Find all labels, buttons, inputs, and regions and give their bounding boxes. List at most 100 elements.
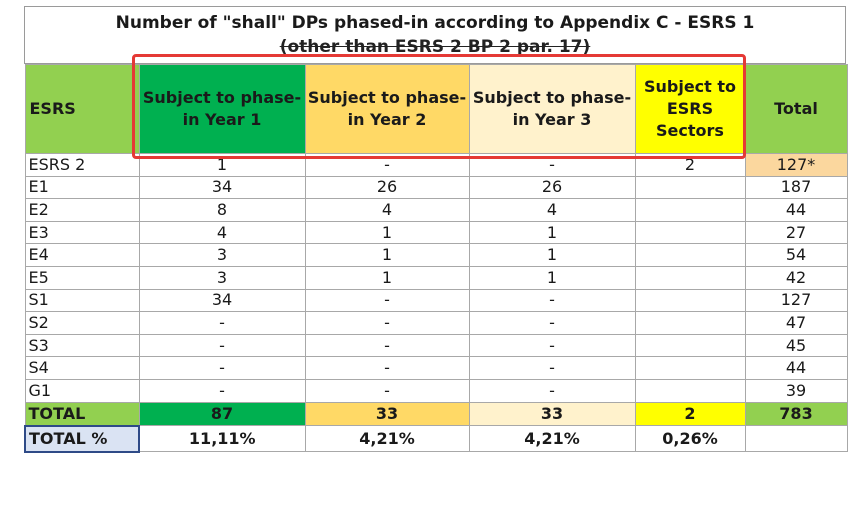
total-row: TOTAL 87 33 33 2 783 — [24, 401, 848, 427]
cell-y2: - — [304, 356, 470, 380]
cell-total: 44 — [744, 356, 848, 380]
total-percent-row-y2: 4,21% — [304, 425, 470, 453]
total-percent-row-y1: 11,11% — [138, 425, 306, 453]
cell-sec — [634, 243, 746, 267]
total-row-y2: 33 — [304, 401, 470, 427]
cell-esrs: E5 — [24, 265, 140, 290]
cell-y1: 1 — [138, 153, 306, 177]
cell-sec — [634, 333, 746, 358]
table-row: S2- - -47 — [24, 311, 848, 335]
cell-y1: 3 — [138, 243, 306, 267]
table-row: S3- - -45 — [24, 333, 848, 358]
total-percent-row-total — [744, 425, 848, 453]
table-row: E3 4 1 1 27 — [24, 220, 848, 245]
cell-y2: 1 — [304, 243, 470, 267]
total-row-total: 783 — [744, 401, 848, 427]
cell-sec — [634, 198, 746, 222]
cell-y3: 1 — [468, 243, 636, 267]
table-body: ESRS 2 1- -2 127* E1 34 26 26 187 E2 8 4 4 44 E3 4 1 1 27 E… — [24, 153, 848, 453]
cell-y2: - — [304, 333, 470, 358]
cell-esrs: ESRS 2 — [24, 153, 140, 177]
table-title: Number of "shall" DPs phased-in accordin… — [24, 6, 846, 64]
table-row: E2 8 4 4 44 — [24, 198, 848, 222]
cell-y2: - — [304, 288, 470, 313]
cell-y3: 1 — [468, 265, 636, 290]
cell-total: 42 — [744, 265, 848, 290]
phase-in-table: ESRS Subject to phase-in Year 1 Subject … — [24, 64, 848, 453]
cell-y2: - — [304, 311, 470, 335]
cell-sec — [634, 311, 746, 335]
cell-sec — [634, 175, 746, 200]
total-row-label: TOTAL — [24, 401, 140, 427]
cell-esrs: E2 — [24, 198, 140, 222]
cell-y2: 1 — [304, 220, 470, 245]
cell-y2: 1 — [304, 265, 470, 290]
cell-y1: - — [138, 333, 306, 358]
total-percent-row-y3: 4,21% — [468, 425, 636, 453]
cell-sec: 2 — [634, 153, 746, 177]
cell-y2: - — [304, 378, 470, 403]
total-row-y1: 87 — [138, 401, 306, 427]
table-row: E4 3 1 1 54 — [24, 243, 848, 267]
cell-total: 27 — [744, 220, 848, 245]
cell-y2: 4 — [304, 198, 470, 222]
cell-total: 187 — [744, 175, 848, 200]
cell-sec — [634, 265, 746, 290]
cell-y1: 3 — [138, 265, 306, 290]
cell-y3: - — [468, 356, 636, 380]
cell-y1: 34 — [138, 288, 306, 313]
table-row: ESRS 2 1- -2 127* — [24, 153, 848, 177]
header-year-2: Subject to phase-in Year 2 — [304, 64, 470, 154]
cell-y1: - — [138, 356, 306, 380]
header-total: Total — [744, 64, 848, 154]
total-percent-row-sec: 0,26% — [634, 425, 746, 453]
cell-esrs: E3 — [24, 220, 140, 245]
cell-y3: - — [468, 288, 636, 313]
cell-sec — [634, 288, 746, 313]
esrs-table-figure: Number of "shall" DPs phased-in accordin… — [24, 6, 848, 504]
cell-y3: 1 — [468, 220, 636, 245]
cell-y3: 26 — [468, 175, 636, 200]
cell-esrs: E4 — [24, 243, 140, 267]
cell-total: 127 — [744, 288, 848, 313]
title-line-1: Number of "shall" DPs phased-in accordin… — [115, 13, 755, 33]
cell-sec — [634, 356, 746, 380]
cell-y1: 34 — [138, 175, 306, 200]
cell-total: 54 — [744, 243, 848, 267]
header-year-3: Subject to phase-in Year 3 — [468, 64, 636, 154]
header-sectors: Subject to ESRS Sectors — [634, 64, 746, 154]
title-line-2-strikethrough: (other than ESRS 2 BP 2 par. 17) — [279, 37, 591, 57]
cell-y1: 4 — [138, 220, 306, 245]
cell-esrs: E1 — [24, 175, 140, 200]
table-row: E1 34 26 26 187 — [24, 175, 848, 200]
table-row: E5 3 1 1 42 — [24, 265, 848, 290]
cell-y3: - — [468, 311, 636, 335]
total-row-y3: 33 — [468, 401, 636, 427]
cell-total: 47 — [744, 311, 848, 335]
cell-y1: - — [138, 378, 306, 403]
cell-y1: - — [138, 311, 306, 335]
cell-esrs: S3 — [24, 333, 140, 358]
cell-sec — [634, 378, 746, 403]
total-row-sec: 2 — [634, 401, 746, 427]
cell-esrs: S2 — [24, 311, 140, 335]
cell-total: 44 — [744, 198, 848, 222]
table-row: S1 34- -127 — [24, 288, 848, 313]
cell-y3: 4 — [468, 198, 636, 222]
cell-y2: - — [304, 153, 470, 177]
total-percent-row-label: TOTAL % — [24, 424, 140, 453]
cell-y3: - — [468, 378, 636, 403]
total-percent-row: TOTAL % 11,11% 4,21% 4,21% 0,26% — [24, 424, 848, 453]
cell-total: 45 — [744, 333, 848, 358]
cell-esrs: S1 — [24, 288, 140, 313]
header-row: ESRS Subject to phase-in Year 1 Subject … — [24, 64, 848, 154]
cell-y3: - — [468, 153, 636, 177]
header-esrs: ESRS — [24, 64, 140, 154]
cell-y1: 8 — [138, 198, 306, 222]
cell-total: 39 — [744, 378, 848, 403]
table-row: G1- - -39 — [24, 378, 848, 403]
cell-esrs: G1 — [24, 378, 140, 403]
cell-sec — [634, 220, 746, 245]
cell-total: 127* — [744, 153, 848, 177]
cell-y2: 26 — [304, 175, 470, 200]
